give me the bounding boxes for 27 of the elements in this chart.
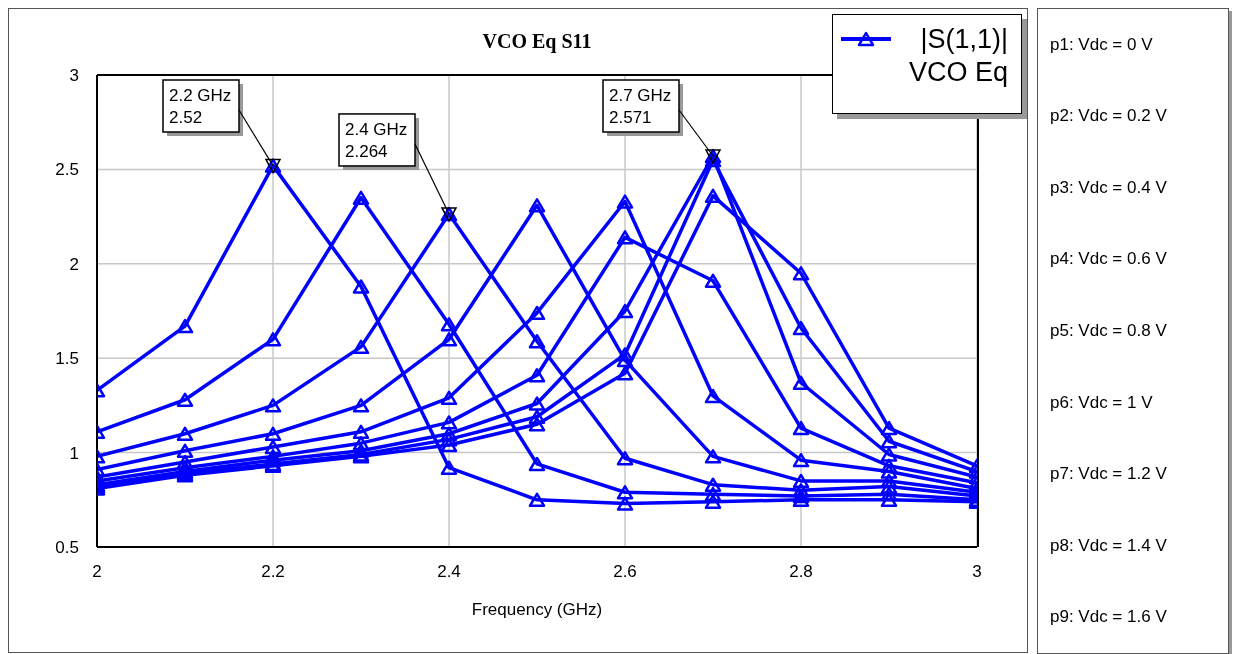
y-tick-label: 0.5 (55, 538, 79, 558)
annotation: 2.4 GHz 2.264 (345, 119, 408, 161)
text: p6: Vdc = 1 V (1050, 392, 1154, 413)
text: p2: Vdc = 0.2 V (1050, 106, 1168, 127)
x-tick-label: 2.2 (261, 562, 285, 582)
y-tick-label: 1 (69, 443, 79, 463)
y-tick-label: 3 (69, 66, 79, 86)
x-tick-label: 2 (92, 562, 102, 582)
text: p7: Vdc = 1.2 V (1050, 464, 1168, 485)
y-tick-label: 2.5 (55, 160, 79, 180)
x-tick-label: 2.6 (613, 562, 637, 582)
x-tick-label: 2.4 (437, 562, 461, 582)
x-axis-title: Frequency (GHz) (471, 600, 603, 619)
text: p9: Vdc = 1.6 V (1050, 607, 1168, 628)
text: p8: Vdc = 1.4 V (1050, 535, 1168, 556)
text: p3: Vdc = 0.4 V (1050, 177, 1168, 198)
x-tick-label: 2.8 (789, 562, 813, 582)
text: p4: Vdc = 0.6 V (1050, 249, 1168, 270)
y-tick-label: 1.5 (55, 349, 79, 369)
annotation: 2.2 GHz 2.52 (169, 86, 232, 127)
y-tick-label: 2 (69, 254, 79, 274)
x-tick-label: 3 (972, 562, 982, 582)
legend-label: |S(1,1)| VCO Eq (907, 23, 1008, 89)
text: p1: Vdc = 0 V (1050, 34, 1154, 55)
text: p5: Vdc = 0.8 V (1050, 320, 1168, 341)
annotation: 2.7 GHz 2.571 (609, 86, 672, 127)
chart-title: VCO Eq S11 (482, 30, 592, 52)
